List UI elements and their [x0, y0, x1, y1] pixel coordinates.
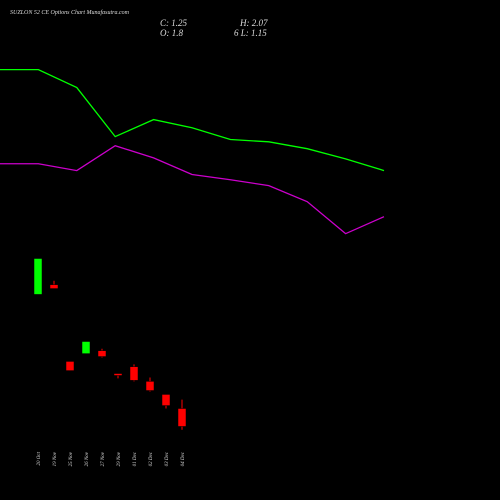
- ohlc-open: O: 1.8: [160, 28, 183, 38]
- ohlc-close: C: 1.25: [160, 18, 188, 28]
- x-tick-label: 02 Dec: [149, 451, 154, 466]
- ohlc-high: H: 2.07: [239, 18, 268, 28]
- average-line: [0, 68, 385, 172]
- candle-body: [49, 284, 59, 289]
- x-tick-label: 04 Dec: [181, 451, 186, 466]
- candle-body: [33, 258, 43, 295]
- chart-title: SUZLON 52 CE Options Chart Munafasutra.c…: [10, 9, 130, 16]
- candle-body: [161, 394, 171, 406]
- x-tick-label: 25 Nov: [69, 451, 74, 466]
- candle-body: [113, 373, 123, 376]
- ohlc-low: 6 L: 1.15: [234, 28, 267, 38]
- x-tick-label: 01 Dec: [133, 451, 138, 466]
- x-tick-label: 27 Nov: [101, 451, 106, 466]
- candle-body: [65, 361, 75, 371]
- candle-body: [81, 341, 91, 354]
- x-tick-label: 03 Dec: [165, 451, 170, 466]
- x-tick-label: 20 Oct: [37, 451, 42, 465]
- average-line: [0, 145, 385, 235]
- candle-body: [97, 350, 107, 357]
- x-tick-label: 29 Nov: [117, 451, 122, 466]
- candle-body: [129, 366, 139, 381]
- candle-body: [145, 381, 155, 391]
- x-tick-label: 19 Nov: [53, 451, 58, 466]
- candle-body: [177, 408, 187, 427]
- x-tick-label: 26 Nov: [85, 451, 90, 466]
